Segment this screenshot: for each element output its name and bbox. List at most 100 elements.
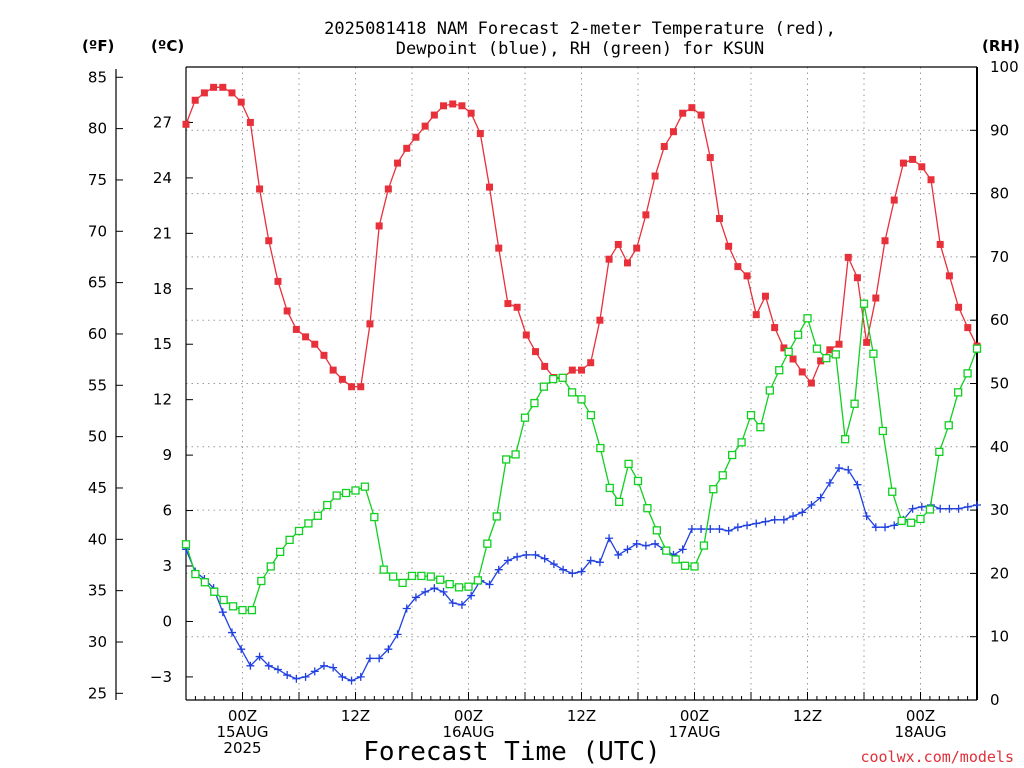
temperature-point	[881, 237, 889, 245]
rh-point	[822, 354, 831, 363]
temperature-point	[403, 144, 411, 152]
rh-point	[596, 443, 605, 453]
rh-point	[502, 455, 511, 464]
temperature-point	[568, 366, 576, 374]
temperature-point	[578, 366, 585, 374]
dewpoint-point	[816, 493, 825, 502]
temperature-point	[191, 96, 199, 104]
dewpoint-point	[540, 554, 549, 563]
dewpoint-point	[329, 663, 338, 672]
rh-point	[454, 583, 464, 592]
source-credit: coolwx.com/models	[860, 748, 1014, 766]
temperature-point	[486, 183, 494, 191]
temperature-point	[872, 294, 880, 302]
rh-point	[539, 382, 548, 391]
temperature-point	[458, 102, 466, 110]
x-tick-label: 00Z	[454, 707, 483, 725]
dewpoint-point	[494, 565, 503, 574]
x-tick-label: 12Z	[341, 707, 370, 725]
dewpoint-point	[733, 523, 742, 532]
x-tick-label: 12Z	[793, 707, 822, 725]
fahrenheit-tick-label: 60	[88, 325, 107, 343]
dewpoint-point	[218, 608, 227, 617]
rh-point	[615, 497, 624, 507]
celsius-tick-label: 24	[153, 169, 172, 187]
temperature-point	[320, 351, 328, 359]
temperature-point	[853, 274, 861, 282]
dewpoint-point	[292, 674, 301, 683]
rh-point	[690, 562, 699, 571]
fahrenheit-tick-label: 65	[88, 274, 107, 292]
rh-point	[963, 369, 972, 378]
rh-point	[728, 450, 737, 460]
dewpoint-point	[789, 512, 798, 521]
rh-point	[417, 571, 426, 581]
temperature-point	[256, 185, 264, 193]
dewpoint-point	[973, 501, 981, 510]
rh-point	[379, 565, 388, 574]
dewpoint-point	[963, 502, 972, 511]
rh-point	[558, 373, 567, 382]
rh-point	[436, 575, 445, 584]
fahrenheit-tick-label: 75	[88, 171, 107, 189]
dewpoint-point	[338, 672, 347, 681]
rh-point	[407, 571, 417, 581]
temperature-point	[532, 348, 540, 356]
rh-point	[483, 539, 492, 548]
temperature-point	[642, 211, 650, 219]
temperature-point	[265, 237, 273, 245]
rh-point	[530, 398, 539, 408]
fahrenheit-tick-label: 80	[88, 120, 107, 138]
temperature-point	[467, 109, 475, 117]
dewpoint-point	[779, 515, 788, 524]
dewpoint-point	[761, 517, 770, 526]
rh-point	[257, 576, 266, 586]
temperature-point	[329, 366, 337, 374]
temperature-point	[651, 172, 659, 180]
rh-point	[841, 435, 850, 444]
dewpoint-point	[503, 556, 512, 565]
temperature-point	[706, 154, 714, 162]
dewpoint-point	[384, 645, 393, 654]
rh-point	[341, 488, 351, 498]
temperature-point	[697, 111, 705, 119]
temperature-point	[348, 383, 356, 391]
rh-point	[549, 374, 558, 384]
rh-point	[464, 582, 473, 591]
temperature-point	[375, 222, 383, 230]
rh-tick-label: 30	[990, 501, 1009, 519]
dewpoint-point	[881, 523, 890, 532]
rh-point	[323, 500, 332, 510]
dewpoint-point	[577, 567, 586, 576]
fahrenheit-unit-label: (ºF)	[82, 37, 114, 55]
fahrenheit-tick-label: 40	[88, 530, 107, 548]
dewpoint-point	[457, 600, 466, 609]
x-tick-label: 12Z	[567, 707, 596, 725]
temperature-point	[964, 324, 972, 332]
dewpoint-point	[770, 515, 779, 524]
rh-point	[869, 349, 878, 358]
rh-tick-label: 60	[990, 311, 1009, 329]
dewpoint-point	[513, 552, 522, 561]
temperature-point	[743, 272, 751, 280]
temperature-point	[219, 83, 227, 91]
rh-point	[247, 605, 257, 615]
celsius-tick-label: 21	[153, 224, 172, 242]
rh-point	[793, 330, 803, 339]
rh-point	[605, 483, 614, 493]
temperature-point	[955, 303, 963, 311]
dewpoint-point	[227, 628, 236, 637]
rh-tick-label: 50	[990, 375, 1009, 393]
fahrenheit-tick-label: 30	[88, 633, 107, 651]
temperature-point	[504, 300, 512, 308]
dewpoint-point	[347, 676, 356, 685]
dewpoint-point	[264, 661, 273, 670]
rh-point	[181, 540, 191, 549]
dewpoint-point	[430, 584, 439, 593]
rh-point	[398, 578, 407, 588]
rh-point	[520, 413, 530, 422]
rh-point	[765, 386, 774, 395]
rh-point	[671, 555, 680, 564]
dewpoint-point	[954, 504, 963, 513]
rh-point	[351, 486, 360, 495]
